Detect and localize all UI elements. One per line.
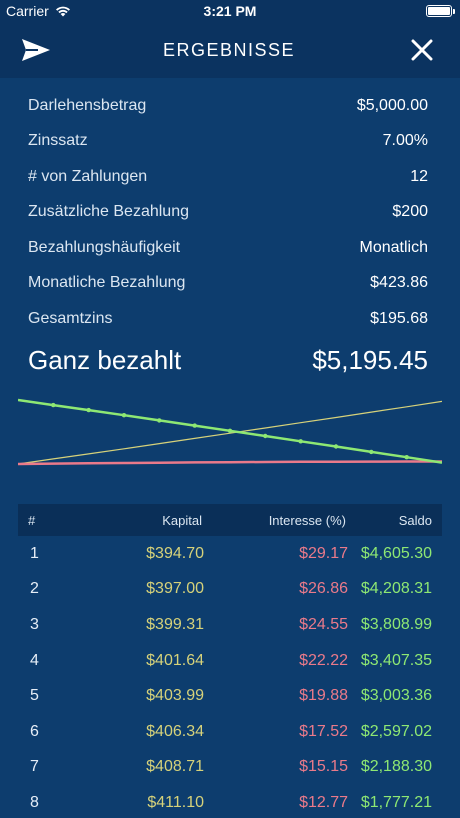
amortization-table: # Kapital Interesse (%) Saldo 1 $394.70 …	[18, 504, 442, 818]
summary-value: Monatlich	[359, 238, 428, 256]
summary-label: # von Zahlungen	[28, 167, 148, 185]
balance-point	[157, 418, 162, 423]
summary-value: $423.86	[370, 274, 428, 292]
amortization-chart	[18, 398, 442, 466]
status-bar: Carrier 3:21 PM	[0, 0, 460, 22]
cell-kapital: $403.99	[146, 687, 204, 705]
cell-saldo: $4,208.31	[360, 580, 432, 598]
summary-row-total-interest: Gesamtzins $195.68	[28, 301, 428, 337]
balance-point	[404, 455, 409, 460]
cell-number: 3	[30, 615, 39, 633]
wifi-icon	[55, 6, 70, 17]
cell-interesse: $24.55	[299, 615, 348, 633]
cell-number: 6	[30, 722, 39, 740]
cell-number: 2	[30, 580, 39, 598]
cell-number: 1	[30, 544, 39, 562]
page-title: ERGEBNISSE	[162, 39, 296, 60]
series-interest-line	[18, 460, 442, 466]
summary-label: Darlehensbetrag	[28, 96, 147, 114]
summary-row-interest-rate: Zinssatz 7.00%	[28, 124, 428, 160]
balance-point	[333, 444, 339, 449]
table-body: 1 $394.70 $29.17 $4,605.30 2 $397.00 $26…	[18, 536, 442, 818]
cell-kapital: $397.00	[146, 580, 204, 598]
summary-row-payment-frequency: Bezahlungshäufigkeit Monatlich	[28, 230, 428, 266]
cell-number: 5	[30, 687, 39, 705]
table-header: # Kapital Interesse (%) Saldo	[18, 504, 442, 536]
total-paid-row: Ganz bezahlt $5,195.45	[28, 337, 428, 385]
total-paid-value: $5,195.45	[312, 345, 428, 375]
summary-value: $200	[392, 203, 428, 221]
balance-point	[298, 439, 303, 444]
summary-row-loan-amount: Darlehensbetrag $5,000.00	[28, 88, 428, 124]
cell-kapital: $401.64	[146, 651, 204, 669]
cell-number: 8	[30, 793, 39, 811]
summary-value: $195.68	[370, 309, 428, 327]
summary-label: Monatliche Bezahlung	[28, 274, 186, 292]
carrier-label: Carrier	[6, 3, 49, 19]
header-kapital: Kapital	[162, 512, 202, 528]
balance-point	[227, 428, 233, 433]
cell-interesse: $12.77	[299, 793, 348, 811]
cell-interesse: $22.22	[299, 651, 348, 669]
cell-kapital: $406.34	[146, 722, 204, 740]
table-row: 7 $408.71 $15.15 $2,188.30	[18, 750, 442, 786]
cell-saldo: $2,188.30	[360, 758, 432, 776]
table-row: 6 $406.34 $17.52 $2,597.02	[18, 714, 442, 750]
cell-interesse: $26.86	[299, 580, 348, 598]
cell-interesse: $17.52	[299, 722, 348, 740]
summary-label: Gesamtzins	[28, 309, 113, 327]
summary-value: 7.00%	[382, 132, 428, 150]
cell-number: 7	[30, 758, 39, 776]
table-row: 1 $394.70 $29.17 $4,605.30	[18, 536, 442, 572]
cell-interesse: $29.17	[299, 544, 348, 562]
header-number: #	[28, 512, 36, 528]
cell-saldo: $4,605.30	[360, 544, 432, 562]
table-row: 5 $403.99 $19.88 $3,003.36	[18, 678, 442, 714]
summary-label: Zinssatz	[28, 132, 88, 150]
nav-bar: ERGEBNISSE	[0, 22, 460, 78]
summary-label: Zusätzliche Bezahlung	[28, 203, 189, 221]
close-icon[interactable]	[406, 34, 438, 66]
cell-kapital: $408.71	[146, 758, 204, 776]
balance-point	[263, 433, 268, 439]
balance-point	[86, 407, 91, 413]
summary-row-monthly-payment: Monatliche Bezahlung $423.86	[28, 266, 428, 302]
summary-label: Bezahlungshäufigkeit	[28, 238, 181, 256]
summary-value: $5,000.00	[356, 96, 428, 114]
cell-saldo: $3,407.35	[360, 651, 432, 669]
cell-saldo: $3,003.36	[360, 687, 432, 705]
cell-saldo: $2,597.02	[360, 722, 432, 740]
cell-saldo: $3,808.99	[360, 615, 432, 633]
cell-number: 4	[30, 651, 39, 669]
balance-point	[369, 449, 374, 455]
table-row: 3 $399.31 $24.55 $3,808.99	[18, 607, 442, 643]
cell-kapital: $394.70	[146, 544, 204, 562]
send-icon[interactable]	[20, 34, 52, 66]
header-saldo: Saldo	[398, 512, 432, 528]
header-interesse: Interesse (%)	[268, 512, 346, 528]
balance-point	[192, 423, 197, 428]
summary-section: Darlehensbetrag $5,000.00 Zinssatz 7.00%…	[0, 78, 460, 385]
battery-icon	[426, 5, 455, 17]
cell-kapital: $399.31	[146, 615, 204, 633]
balance-point	[121, 413, 127, 418]
summary-row-payment-count: # von Zahlungen 12	[28, 159, 428, 195]
cell-saldo: $1,777.21	[360, 793, 432, 811]
summary-value: 12	[410, 167, 428, 185]
series-principal-line	[18, 400, 442, 465]
cell-interesse: $15.15	[299, 758, 348, 776]
total-paid-label: Ganz bezahlt	[28, 345, 182, 375]
summary-row-extra-payment: Zusätzliche Bezahlung $200	[28, 195, 428, 231]
table-row: 2 $397.00 $26.86 $4,208.31	[18, 572, 442, 608]
cell-interesse: $19.88	[299, 687, 348, 705]
cell-kapital: $411.10	[147, 793, 204, 811]
table-row: 8 $411.10 $12.77 $1,777.21	[18, 785, 442, 818]
balance-point	[51, 402, 56, 408]
status-left: Carrier	[6, 3, 71, 19]
table-row: 4 $401.64 $22.22 $3,407.35	[18, 643, 442, 679]
